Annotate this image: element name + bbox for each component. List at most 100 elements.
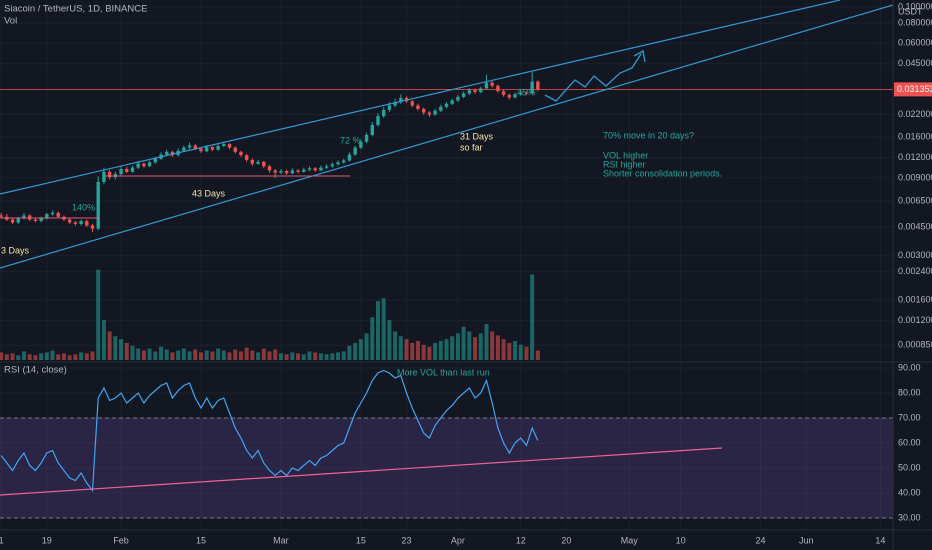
candle-body <box>444 103 449 107</box>
volume-bar <box>136 348 141 360</box>
volume-bar <box>198 352 203 360</box>
x-tick-label: 19 <box>42 535 52 545</box>
rsi-tick-label: 50.00 <box>898 462 921 472</box>
y-tick-label: 0.001600 <box>898 295 932 305</box>
annotation: 31 Days <box>460 131 494 141</box>
volume-bar <box>159 346 164 360</box>
candle-body <box>102 171 106 182</box>
volume-bar <box>216 348 221 360</box>
volume-bar <box>461 326 466 360</box>
annotation: VOL higher <box>603 150 648 160</box>
candle-body <box>530 81 534 94</box>
volume-bar <box>330 353 335 360</box>
candle-body <box>421 108 426 113</box>
volume-bar <box>410 342 415 360</box>
rsi-line <box>0 369 539 493</box>
candle-body <box>165 151 169 155</box>
volume-bar <box>438 341 443 360</box>
y-tick-label: 0.100000 <box>898 2 932 12</box>
y-tick-label: 0.045000 <box>898 58 932 68</box>
candle-body <box>130 167 135 172</box>
volume-bar <box>44 352 49 360</box>
y-tick-label: 0.022000 <box>898 109 932 119</box>
candle-body <box>22 215 26 219</box>
volume-bar <box>318 353 323 360</box>
candle-body <box>170 151 175 156</box>
candle-body <box>307 168 312 170</box>
volume-bar <box>364 333 369 360</box>
annotation: Shorter consolidation periods. <box>603 168 722 178</box>
y-tick-label: 0.001200 <box>898 315 932 325</box>
annotation: 140% <box>72 202 95 212</box>
candle-body <box>416 105 420 109</box>
candle-body <box>10 219 15 223</box>
candle-body <box>381 109 386 117</box>
projection-path <box>544 53 642 102</box>
rsi-tick-label: 60.00 <box>898 437 921 447</box>
candle-body <box>479 88 483 93</box>
volume-bar <box>84 353 89 360</box>
candle-body <box>347 154 352 161</box>
volume-bar <box>153 351 158 360</box>
volume-bar <box>507 342 512 360</box>
volume-bar <box>313 352 318 360</box>
candle-body <box>107 171 112 178</box>
volume-bar <box>101 320 106 360</box>
volume-bar <box>353 342 358 360</box>
candle-body <box>39 218 43 221</box>
candle-body <box>79 220 83 224</box>
volume-bar <box>250 350 255 360</box>
volume-bar <box>124 342 129 360</box>
candle-body <box>262 161 266 167</box>
y-tick-label: 0.003000 <box>898 250 932 260</box>
rsi-tick-label: 90.00 <box>898 362 921 372</box>
candle-body <box>359 141 363 148</box>
volume-bar <box>427 346 432 360</box>
rsi-trendline <box>0 447 723 496</box>
volume-bar <box>358 339 363 360</box>
candle-body <box>536 81 540 90</box>
candle-body <box>56 212 60 217</box>
volume-bar <box>495 335 500 360</box>
volume-bar <box>238 351 243 360</box>
candle-body <box>136 163 140 168</box>
volume-bar <box>67 355 72 360</box>
volume-bar <box>187 351 192 360</box>
candle-body <box>119 169 123 175</box>
candle-body <box>45 214 49 219</box>
volume-bar <box>398 336 403 360</box>
volume-bar <box>301 354 306 360</box>
candle-body <box>336 162 340 165</box>
x-tick-label: 14 <box>875 535 885 545</box>
candle-body <box>519 92 523 95</box>
candle-body <box>233 147 237 152</box>
candle-body <box>96 181 100 229</box>
volume-bar <box>233 349 238 360</box>
candle-body <box>410 101 414 106</box>
rsi-tick-label: 80.00 <box>898 387 921 397</box>
candle-body <box>153 158 158 163</box>
y-tick-label: 0.012000 <box>898 152 932 162</box>
annotation: 43 Days <box>192 188 226 198</box>
candle-body <box>90 225 95 229</box>
candle-body <box>256 161 260 164</box>
y-tick-label: 0.006500 <box>898 195 932 205</box>
x-tick-label: 15 <box>196 535 206 545</box>
volume-bar <box>513 341 518 360</box>
candle-body <box>484 82 489 89</box>
candle-body <box>319 167 323 171</box>
annotation: More VOL than last run <box>397 367 490 377</box>
candle-body <box>524 92 529 94</box>
candle-body <box>204 147 209 152</box>
marks <box>0 72 893 493</box>
volume-bar <box>21 351 26 360</box>
volume-bar <box>290 352 295 360</box>
volume-bar <box>4 354 9 360</box>
annotation: RSI higher <box>603 159 646 169</box>
candle-body <box>279 171 283 173</box>
volume-bar <box>433 342 438 360</box>
volume-bar <box>61 353 66 360</box>
volume-bar <box>415 341 420 360</box>
candle-body <box>273 170 277 173</box>
